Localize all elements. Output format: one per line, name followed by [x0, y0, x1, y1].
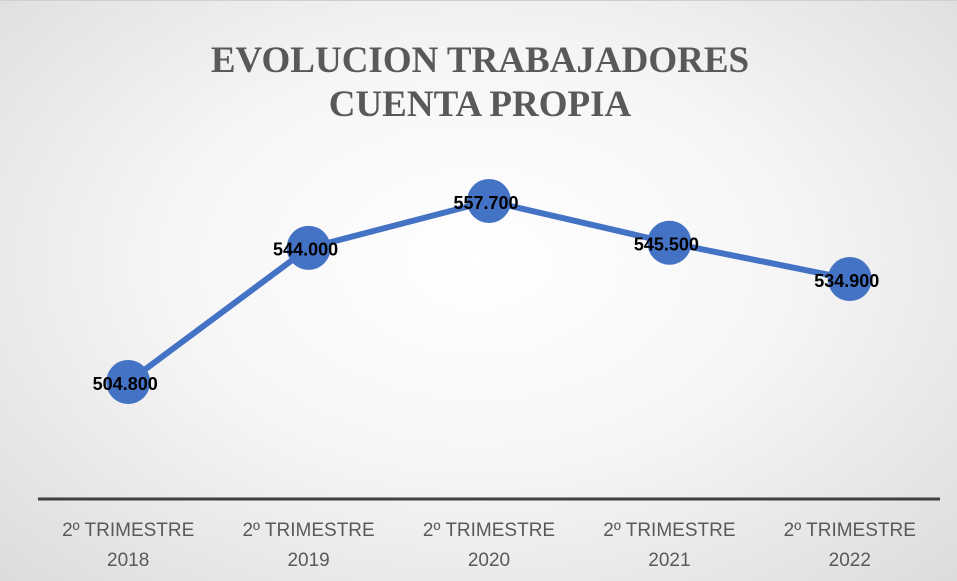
x-tick-label: 2º TRIMESTRE 2022	[783, 520, 916, 571]
marker	[827, 257, 872, 302]
marker	[286, 225, 331, 270]
data-label: 534.900	[814, 271, 879, 291]
marker	[467, 179, 511, 223]
x-tick-label: 2º TRIMESTRE 2021	[603, 520, 736, 571]
line	[126, 198, 851, 385]
data-label: 545.500	[634, 234, 699, 254]
marker	[647, 220, 692, 265]
x-tick-label: 2º TRIMESTRE 2018	[62, 520, 195, 571]
data-label: 557.700	[453, 193, 518, 213]
data-label: 544.000	[273, 240, 338, 260]
data-label: 504.800	[93, 374, 158, 394]
chart-title: EVOLUCION TRABAJADORES CUENTA PROPIA	[210, 40, 750, 125]
x-tick-label: 2º TRIMESTRE 2019	[242, 520, 375, 571]
marker	[106, 360, 151, 404]
x-tick-label: 2º TRIMESTRE 2020	[422, 520, 556, 571]
